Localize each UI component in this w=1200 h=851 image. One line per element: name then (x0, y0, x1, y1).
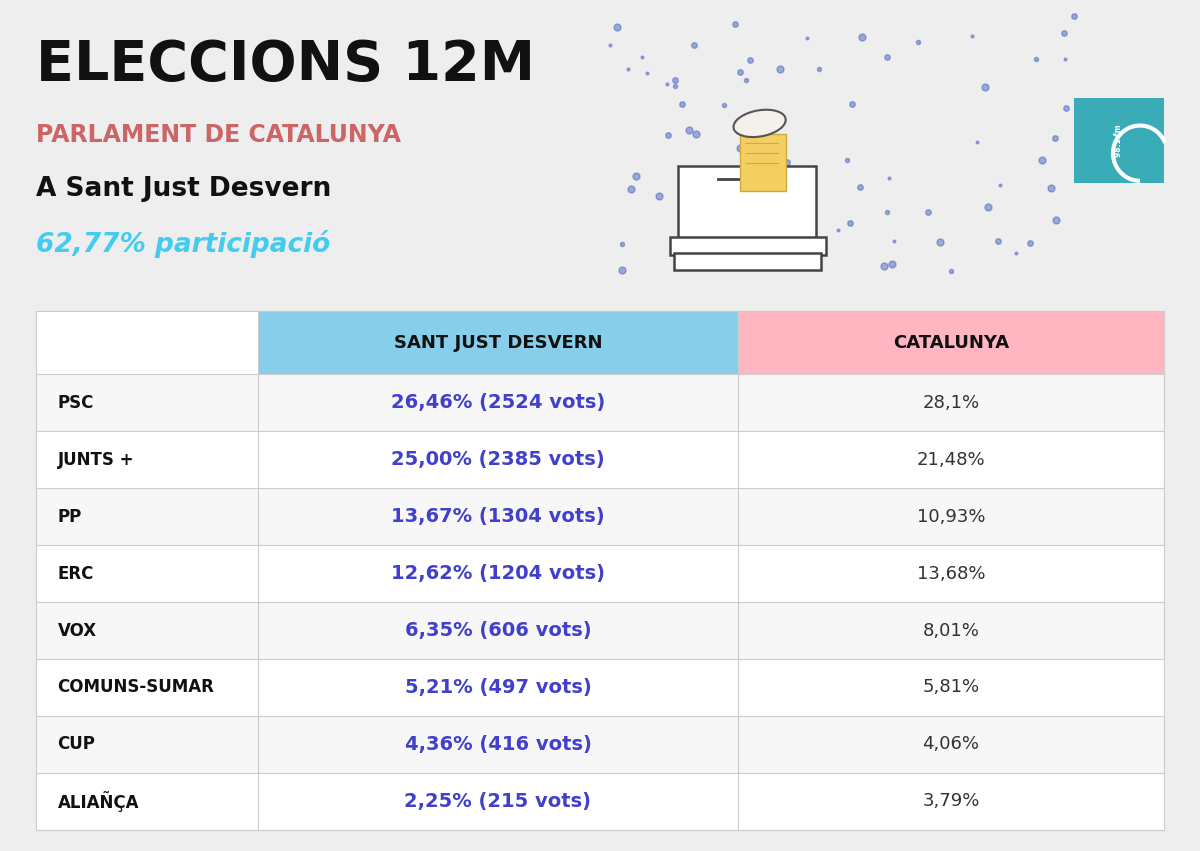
Text: COMUNS-SUMAR: COMUNS-SUMAR (58, 678, 215, 696)
Text: 28,1%: 28,1% (923, 394, 979, 412)
Text: VOX: VOX (58, 621, 97, 640)
FancyBboxPatch shape (36, 374, 258, 431)
FancyBboxPatch shape (258, 545, 738, 603)
Text: PSC: PSC (58, 394, 94, 412)
Text: A Sant Just Desvern: A Sant Just Desvern (36, 176, 331, 203)
Text: CATALUNYA: CATALUNYA (893, 334, 1009, 351)
Text: 5,21% (497 vots): 5,21% (497 vots) (404, 678, 592, 697)
FancyBboxPatch shape (258, 311, 738, 374)
FancyBboxPatch shape (36, 716, 258, 773)
FancyBboxPatch shape (36, 603, 258, 659)
FancyBboxPatch shape (258, 488, 738, 545)
FancyBboxPatch shape (738, 716, 1164, 773)
FancyBboxPatch shape (674, 253, 821, 270)
FancyBboxPatch shape (258, 431, 738, 488)
FancyBboxPatch shape (258, 773, 738, 830)
Text: JUNTS +: JUNTS + (58, 451, 134, 469)
Text: 26,46% (2524 vots): 26,46% (2524 vots) (391, 393, 605, 413)
Text: 8,01%: 8,01% (923, 621, 979, 640)
Text: ALIAÑÇA: ALIAÑÇA (58, 791, 139, 812)
FancyBboxPatch shape (738, 431, 1164, 488)
FancyBboxPatch shape (740, 134, 786, 191)
FancyBboxPatch shape (36, 545, 258, 603)
FancyBboxPatch shape (36, 431, 258, 488)
FancyBboxPatch shape (258, 603, 738, 659)
Text: 25,00% (2385 vots): 25,00% (2385 vots) (391, 450, 605, 469)
Text: 4,06%: 4,06% (923, 735, 979, 753)
Text: 2,25% (215 vots): 2,25% (215 vots) (404, 791, 592, 811)
Text: PARLAMENT DE CATALUNYA: PARLAMENT DE CATALUNYA (36, 123, 401, 147)
FancyBboxPatch shape (36, 659, 258, 716)
FancyBboxPatch shape (738, 603, 1164, 659)
Text: SANT JUST DESVERN: SANT JUST DESVERN (394, 334, 602, 351)
Text: 13,67% (1304 vots): 13,67% (1304 vots) (391, 507, 605, 526)
Text: 10,93%: 10,93% (917, 508, 985, 526)
Ellipse shape (733, 110, 786, 137)
Text: 3,79%: 3,79% (923, 792, 979, 810)
Text: PP: PP (58, 508, 82, 526)
FancyBboxPatch shape (738, 374, 1164, 431)
FancyBboxPatch shape (738, 311, 1164, 374)
Text: ERC: ERC (58, 564, 94, 583)
FancyBboxPatch shape (258, 659, 738, 716)
FancyBboxPatch shape (36, 311, 1164, 830)
FancyBboxPatch shape (738, 659, 1164, 716)
FancyBboxPatch shape (258, 374, 738, 431)
Text: ELECCIONS 12M: ELECCIONS 12M (36, 38, 535, 92)
FancyBboxPatch shape (36, 773, 258, 830)
FancyBboxPatch shape (738, 488, 1164, 545)
Text: CUP: CUP (58, 735, 96, 753)
FancyBboxPatch shape (670, 237, 826, 255)
FancyBboxPatch shape (36, 488, 258, 545)
FancyBboxPatch shape (738, 773, 1164, 830)
FancyBboxPatch shape (36, 311, 258, 374)
Text: 5,81%: 5,81% (923, 678, 979, 696)
Text: 62,77% participació: 62,77% participació (36, 230, 330, 258)
FancyBboxPatch shape (258, 716, 738, 773)
FancyBboxPatch shape (738, 545, 1164, 603)
Text: 12,62% (1204 vots): 12,62% (1204 vots) (391, 564, 605, 583)
Text: 13,68%: 13,68% (917, 564, 985, 583)
Text: 6,35% (606 vots): 6,35% (606 vots) (404, 621, 592, 640)
Text: 21,48%: 21,48% (917, 451, 985, 469)
FancyBboxPatch shape (1074, 98, 1164, 183)
Text: 4,36% (416 vots): 4,36% (416 vots) (404, 735, 592, 754)
Text: 98.1 fm: 98.1 fm (1114, 124, 1123, 157)
FancyBboxPatch shape (678, 166, 816, 238)
